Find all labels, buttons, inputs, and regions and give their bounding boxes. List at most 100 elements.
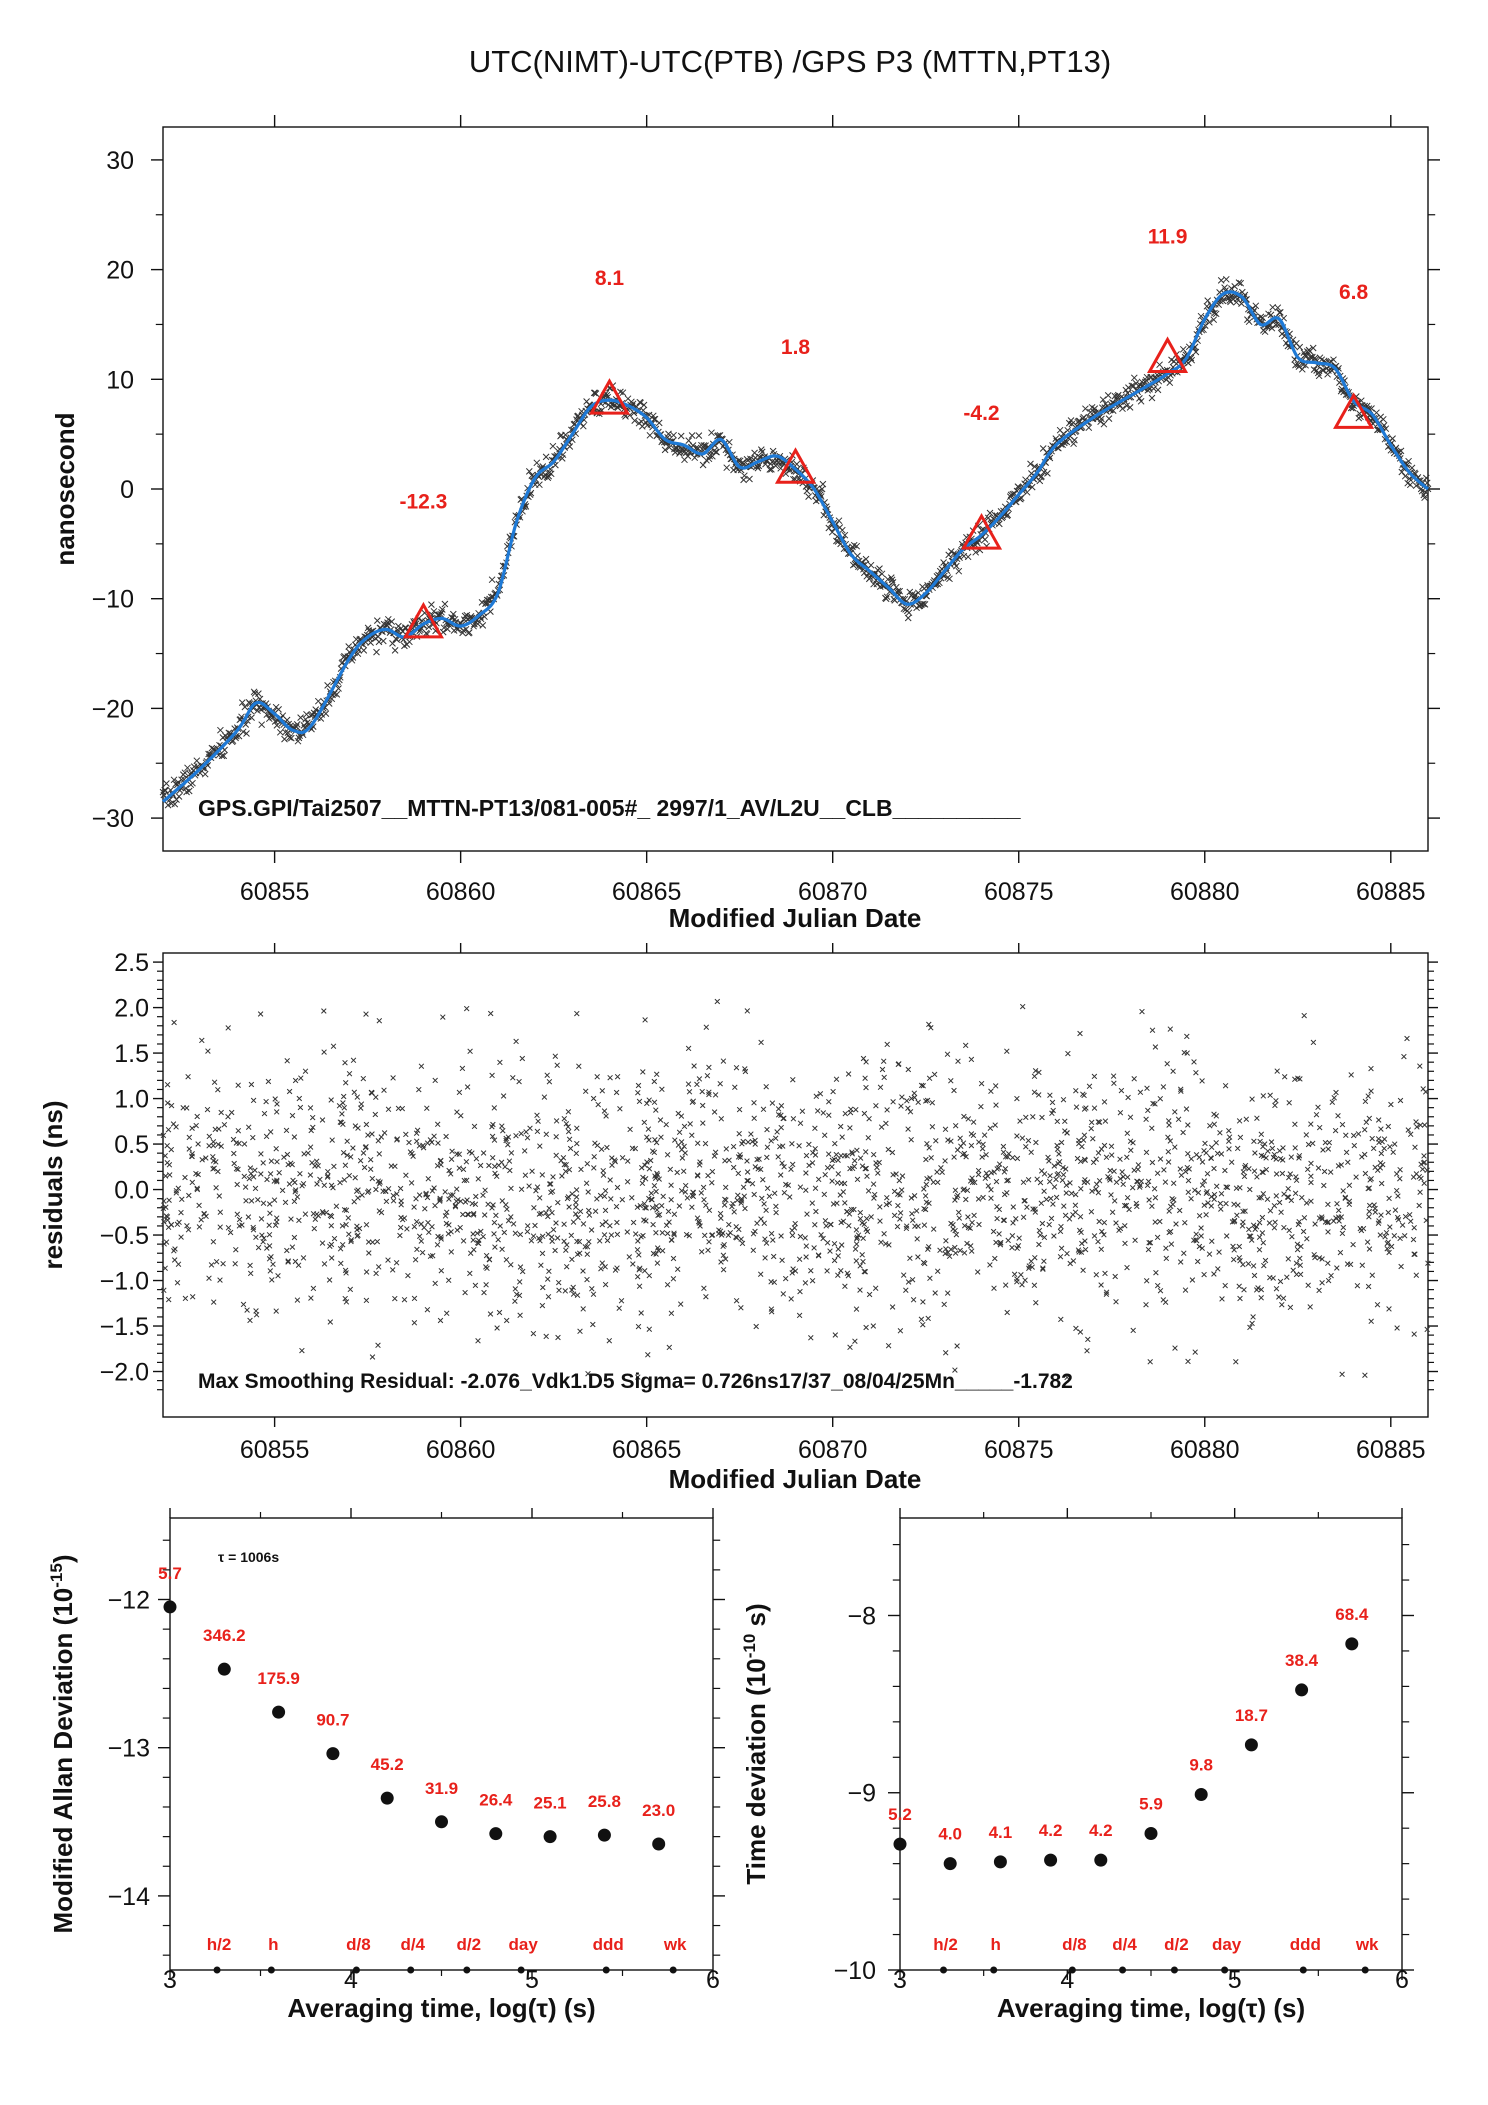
residual-point <box>1029 1264 1035 1270</box>
data-point <box>164 801 172 809</box>
residual-point <box>420 1142 426 1149</box>
residual-point <box>245 1124 252 1130</box>
residual-point <box>844 1270 851 1277</box>
residual-point <box>591 1165 597 1171</box>
residual-point <box>894 1223 901 1230</box>
residual-point <box>967 1243 974 1249</box>
residual-point <box>993 1178 1000 1185</box>
residual-point <box>1305 1141 1312 1148</box>
residual-point <box>1124 1130 1131 1137</box>
residual-point <box>1004 1309 1010 1316</box>
residual-point <box>257 1011 264 1017</box>
residual-point <box>178 1209 184 1216</box>
residual-point <box>670 1276 677 1282</box>
residual-point <box>1033 1299 1039 1306</box>
data-point <box>819 480 827 488</box>
residual-point <box>689 1204 695 1210</box>
residual-point <box>1160 1297 1167 1303</box>
residual-point <box>913 1208 920 1214</box>
residual-point <box>813 1093 820 1100</box>
residual-point <box>185 1073 191 1080</box>
residual-point <box>568 1232 575 1239</box>
residual-point <box>250 1224 256 1231</box>
residual-point <box>1340 1188 1346 1194</box>
residual-point <box>646 1326 653 1332</box>
residual-point <box>1037 1232 1044 1238</box>
residual-point <box>1288 1154 1295 1160</box>
data-point <box>1119 405 1126 413</box>
residual-point <box>674 1266 681 1272</box>
residual-point <box>646 1097 652 1103</box>
residual-point <box>618 1298 625 1304</box>
residual-point <box>960 1151 966 1158</box>
time-marker-label: ddd <box>1290 1935 1321 1954</box>
residual-point <box>162 1173 169 1179</box>
residual-point <box>929 1124 936 1130</box>
residual-point <box>367 1156 374 1163</box>
residual-point <box>704 1072 711 1079</box>
residual-point <box>328 1097 334 1103</box>
residual-point <box>1192 1187 1198 1193</box>
data-point <box>1148 394 1156 402</box>
x-tick-label: 60885 <box>1356 878 1426 906</box>
residual-point <box>1145 1107 1151 1114</box>
residual-point <box>519 1268 526 1275</box>
residual-point <box>1375 1220 1382 1226</box>
residual-point <box>789 1270 795 1276</box>
residual-point <box>273 1145 279 1152</box>
deviation-point <box>326 1747 340 1761</box>
residual-point <box>898 1103 904 1109</box>
residual-point <box>569 1256 575 1263</box>
residual-point <box>1133 1200 1140 1207</box>
residual-point <box>1407 1218 1414 1225</box>
residual-point <box>942 1158 948 1164</box>
residual-point <box>1199 1078 1205 1084</box>
residual-point <box>1313 1111 1320 1118</box>
residual-point <box>213 1258 220 1265</box>
residual-point <box>1240 1261 1246 1268</box>
residual-point <box>481 1289 487 1296</box>
residual-point <box>1418 1161 1424 1168</box>
data-point <box>1252 302 1260 310</box>
residual-point <box>639 1180 646 1187</box>
residual-point <box>718 1259 724 1265</box>
data-point <box>1357 413 1364 421</box>
residual-point <box>1211 1191 1218 1198</box>
deviation-value-label: 68.4 <box>1335 1605 1369 1624</box>
residual-point <box>411 1204 417 1210</box>
data-point <box>691 454 699 462</box>
residual-point <box>797 1288 803 1295</box>
residual-point <box>643 1205 649 1211</box>
residual-point <box>539 1172 546 1178</box>
residual-point <box>1089 1188 1095 1194</box>
data-point <box>1105 415 1113 422</box>
residual-point <box>1365 1185 1371 1192</box>
residual-point <box>455 1197 461 1203</box>
residual-point <box>790 1076 796 1083</box>
residual-point <box>699 1102 706 1109</box>
residual-point <box>745 1177 751 1184</box>
residual-point <box>647 1157 654 1164</box>
residual-point <box>373 1186 379 1193</box>
residual-point <box>979 1145 986 1152</box>
y-tick-label: −10 <box>92 586 134 614</box>
residual-point <box>574 1292 581 1298</box>
residual-point <box>1030 1206 1036 1212</box>
residual-point <box>827 1248 833 1254</box>
residual-point <box>1001 1217 1008 1224</box>
residual-point <box>821 1132 828 1138</box>
residual-point <box>505 1217 512 1224</box>
residual-point <box>733 1297 740 1304</box>
residual-point <box>988 1088 994 1095</box>
residual-point <box>1271 1225 1278 1231</box>
deviation-value-label: 9.8 <box>1189 1756 1213 1775</box>
residual-point <box>231 1150 237 1157</box>
deviation-value-label: 175.9 <box>257 1669 300 1688</box>
residual-point <box>1211 1121 1218 1127</box>
figure-title: UTC(NIMT)-UTC(PTB) /GPS P3 (MTTN,PT13) <box>469 44 1111 79</box>
residual-point <box>1067 1180 1073 1186</box>
residual-point <box>1177 1166 1184 1172</box>
residual-point <box>1211 1271 1217 1277</box>
residual-point <box>1385 1209 1392 1216</box>
residual-point <box>367 1166 374 1172</box>
